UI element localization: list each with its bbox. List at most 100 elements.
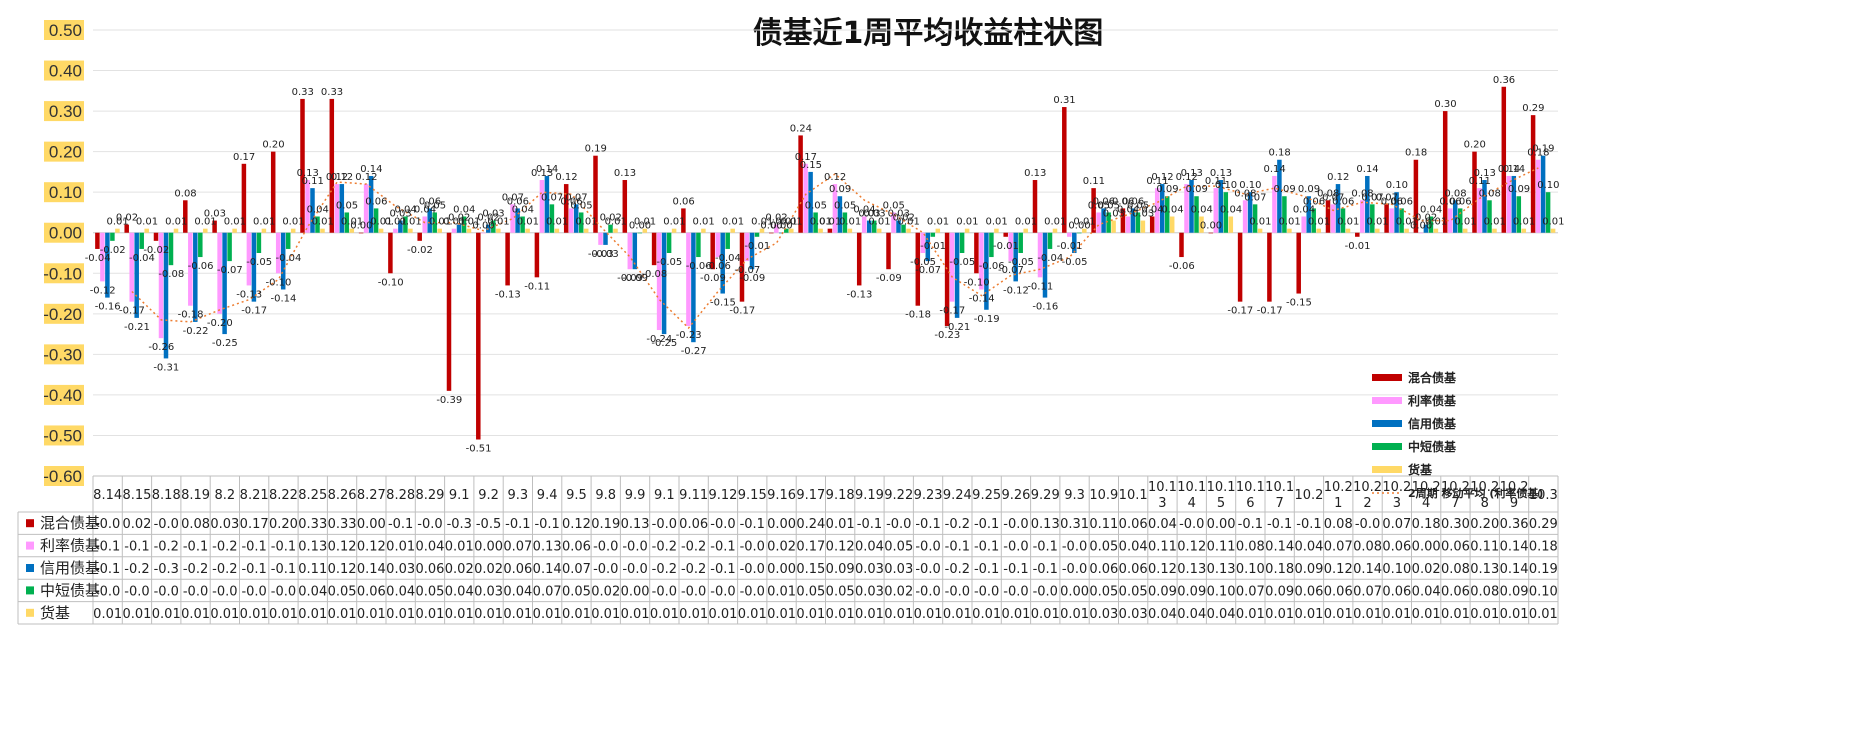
table-cell: 0.01: [298, 607, 327, 622]
table-cell: 0.02: [591, 584, 620, 599]
bar: [1492, 228, 1497, 233]
table-cell: -0.0: [124, 584, 149, 599]
bar: [1282, 196, 1287, 233]
data-label: -0.23: [934, 330, 960, 341]
bar: [1482, 180, 1487, 233]
table-cell: 0.08: [1353, 540, 1382, 555]
table-cell: -0.5: [476, 517, 501, 532]
data-label: 0.13: [531, 168, 553, 179]
bar: [1184, 184, 1189, 233]
data-label: 0.03: [888, 209, 910, 220]
category-label: 10.2: [1470, 480, 1499, 495]
bar: [1106, 212, 1111, 233]
bar: [520, 216, 525, 233]
bar: [964, 228, 970, 233]
table-cell: 0.01: [415, 607, 444, 622]
data-label: -0.20: [207, 318, 233, 329]
bar: [124, 224, 129, 233]
bar: [534, 232, 540, 278]
table-cell: 0.01: [1470, 607, 1499, 622]
table-cell: -0.1: [1033, 540, 1058, 555]
data-label: 0.01: [341, 217, 363, 228]
data-label: -0.02: [100, 245, 126, 256]
bar: [491, 220, 496, 233]
data-label: 0.29: [1522, 103, 1544, 114]
y-tick-label-bg: [44, 263, 84, 284]
data-label: 0.00: [350, 221, 372, 232]
bar: [358, 232, 364, 234]
category-label: 9.9: [625, 488, 646, 503]
data-label: 0.09: [1298, 184, 1320, 195]
bar: [871, 220, 877, 233]
data-label: 0.00: [1410, 221, 1432, 232]
bar: [1189, 180, 1194, 233]
table-cell: 0.04: [855, 540, 884, 555]
bar: [1521, 228, 1527, 233]
table-cell: 0.01: [796, 607, 825, 622]
table-cell: 0.10: [1529, 584, 1558, 599]
bar: [251, 232, 257, 302]
bar: [837, 196, 843, 233]
table-cell: 0.10: [1382, 562, 1411, 577]
category-label: 10.2: [1441, 480, 1470, 495]
data-label: 0.05: [1088, 200, 1110, 211]
table-cell: 0.09: [1294, 562, 1323, 577]
bar: [891, 212, 896, 233]
table-cell: 0.01: [562, 607, 591, 622]
table-cell: 0.04: [503, 584, 532, 599]
data-label: 0.07: [565, 192, 587, 203]
y-tick-label-bg: [44, 303, 84, 324]
category-label: 9.3: [508, 488, 529, 503]
data-label: 0.08: [1444, 188, 1466, 199]
table-cell: 0.01: [503, 607, 532, 622]
bar: [994, 228, 999, 233]
bar: [222, 232, 227, 335]
data-label: 0.01: [385, 217, 407, 228]
data-label: -0.14: [271, 293, 297, 304]
table-cell: -0.0: [593, 540, 618, 555]
bar: [1272, 175, 1277, 233]
bar: [193, 232, 198, 322]
data-label: 0.01: [400, 217, 422, 228]
bar: [310, 188, 315, 233]
bar: [368, 175, 374, 233]
bar: [632, 232, 638, 270]
table-cell: -0.3: [447, 517, 472, 532]
table-cell: -0.2: [652, 562, 677, 577]
bar: [744, 232, 750, 262]
bar: [1257, 228, 1263, 233]
table-cell: -0.0: [622, 540, 647, 555]
table-cell: 0.01: [767, 607, 796, 622]
table-cell: 0.00: [1207, 517, 1236, 532]
bar: [1213, 188, 1219, 233]
data-label: 0.18: [1527, 148, 1549, 159]
bar: [651, 232, 657, 266]
table-cell: 0.06: [1294, 584, 1323, 599]
table-cell: 0.06: [1441, 584, 1470, 599]
table-cell: 0.01: [767, 584, 796, 599]
data-label: 0.01: [663, 217, 685, 228]
bar: [456, 224, 462, 233]
data-label: -0.27: [681, 346, 707, 357]
bar: [1384, 204, 1389, 233]
bar: [1223, 192, 1229, 233]
data-label: 0.07: [1361, 192, 1383, 203]
data-label: -0.25: [651, 338, 677, 349]
bar: [847, 228, 853, 233]
bar: [1194, 196, 1199, 233]
bar: [613, 228, 618, 233]
data-label: 0.02: [477, 213, 499, 224]
category-label: 10.2: [1324, 480, 1353, 495]
data-label: -0.51: [466, 444, 492, 455]
data-label: 0.04: [1161, 205, 1183, 216]
category-label: 1: [1334, 496, 1342, 511]
bar: [930, 232, 936, 237]
table-cell: -0.1: [241, 562, 266, 577]
table-cell: 0.14: [1500, 562, 1529, 577]
table-cell: -0.0: [1062, 540, 1087, 555]
bar: [1130, 208, 1136, 233]
table-cell: -0.0: [95, 584, 120, 599]
table-cell: -0.0: [710, 584, 735, 599]
table-cell: 0.14: [533, 562, 562, 577]
bar: [739, 232, 745, 302]
